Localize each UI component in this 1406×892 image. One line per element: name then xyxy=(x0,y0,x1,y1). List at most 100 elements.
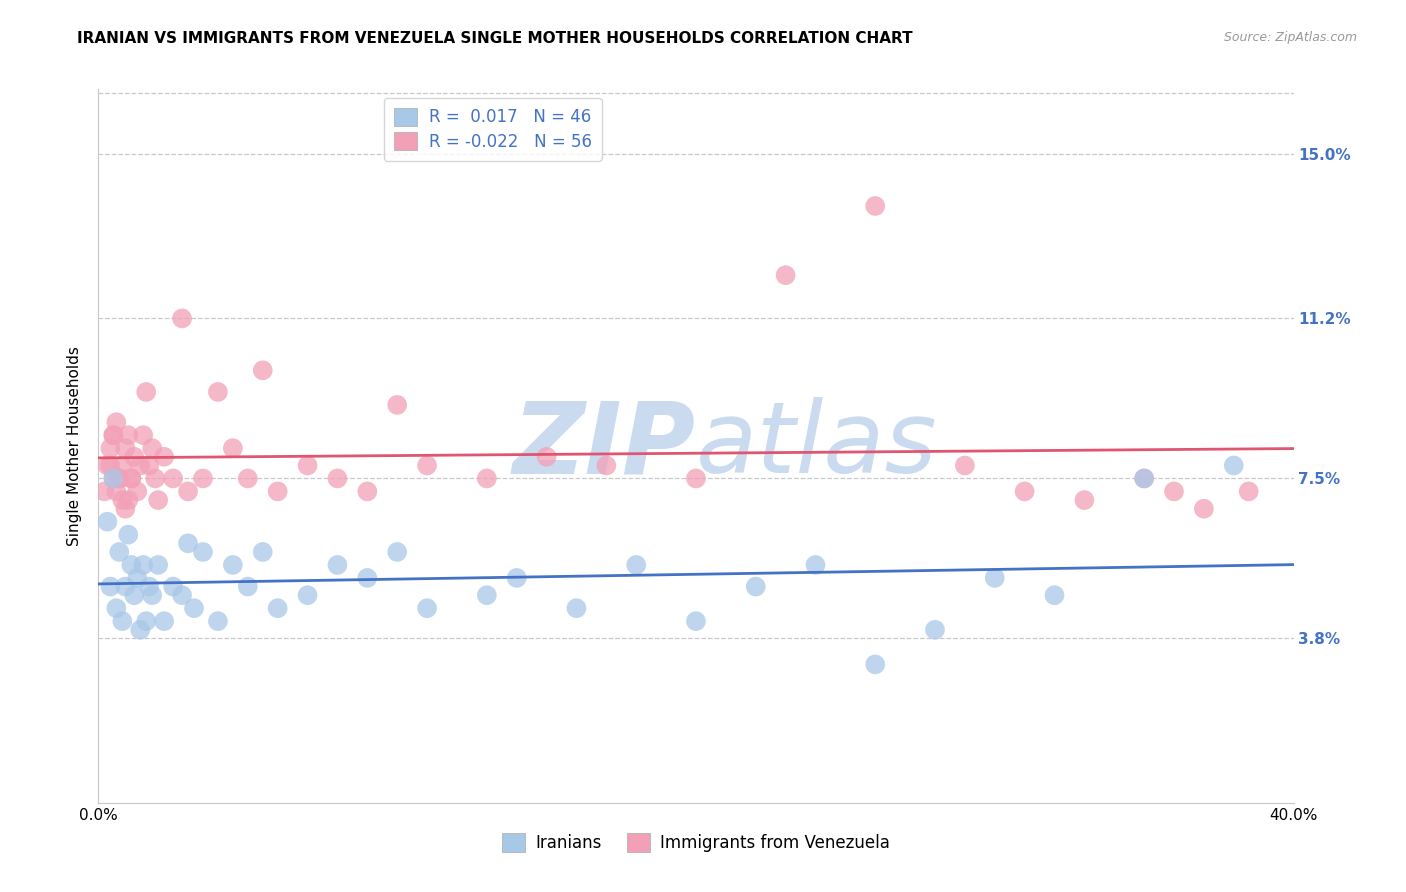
Point xyxy=(108,471,131,485)
Text: Source: ZipAtlas.com: Source: ZipAtlas.com xyxy=(1223,31,1357,45)
Point xyxy=(103,471,125,485)
Point xyxy=(96,515,118,529)
Point xyxy=(98,580,122,594)
Point xyxy=(865,657,887,672)
Point xyxy=(105,415,128,429)
Point xyxy=(416,601,439,615)
Point xyxy=(127,571,149,585)
Point xyxy=(953,458,976,473)
Point xyxy=(132,428,155,442)
Point xyxy=(127,484,149,499)
Point xyxy=(326,558,349,572)
Point xyxy=(103,428,125,442)
Point xyxy=(191,545,214,559)
Point xyxy=(536,450,558,464)
Point xyxy=(685,471,707,485)
Point xyxy=(114,580,136,594)
Point xyxy=(177,484,200,499)
Point xyxy=(124,450,146,464)
Point xyxy=(475,471,498,485)
Point xyxy=(120,471,142,485)
Point xyxy=(191,471,214,485)
Point xyxy=(124,588,146,602)
Point xyxy=(108,471,131,485)
Point xyxy=(148,493,170,508)
Text: ZIP: ZIP xyxy=(513,398,696,494)
Point xyxy=(117,493,139,508)
Point xyxy=(111,458,134,473)
Point xyxy=(138,458,160,473)
Point xyxy=(385,398,409,412)
Point xyxy=(98,441,122,455)
Point xyxy=(222,441,245,455)
Point xyxy=(183,601,205,615)
Point xyxy=(745,580,768,594)
Point xyxy=(129,458,152,473)
Y-axis label: Single Mother Households: Single Mother Households xyxy=(67,346,83,546)
Point xyxy=(148,558,170,572)
Point xyxy=(105,601,128,615)
Point xyxy=(267,601,290,615)
Point xyxy=(1237,484,1260,499)
Point xyxy=(141,441,163,455)
Point xyxy=(96,458,118,473)
Point xyxy=(153,450,176,464)
Point xyxy=(267,484,290,499)
Point xyxy=(1223,458,1246,473)
Point xyxy=(207,614,229,628)
Point xyxy=(685,614,707,628)
Point xyxy=(1192,501,1215,516)
Point xyxy=(129,623,152,637)
Point xyxy=(1133,471,1156,485)
Point xyxy=(117,527,139,541)
Point xyxy=(111,614,134,628)
Point xyxy=(297,588,319,602)
Point xyxy=(143,471,166,485)
Point xyxy=(1133,471,1156,485)
Legend: Iranians, Immigrants from Venezuela: Iranians, Immigrants from Venezuela xyxy=(495,827,897,859)
Point xyxy=(135,614,157,628)
Point xyxy=(626,558,648,572)
Point xyxy=(114,501,136,516)
Point xyxy=(416,458,439,473)
Point xyxy=(103,471,125,485)
Point xyxy=(98,458,122,473)
Point xyxy=(172,588,194,602)
Point xyxy=(141,588,163,602)
Point xyxy=(252,363,274,377)
Point xyxy=(132,558,155,572)
Point xyxy=(565,601,588,615)
Point xyxy=(236,580,259,594)
Point xyxy=(1073,493,1095,508)
Point xyxy=(1163,484,1185,499)
Point xyxy=(117,428,139,442)
Point xyxy=(506,571,529,585)
Point xyxy=(120,471,142,485)
Text: atlas: atlas xyxy=(696,398,938,494)
Point xyxy=(356,484,378,499)
Point xyxy=(153,614,176,628)
Point xyxy=(252,545,274,559)
Point xyxy=(120,558,142,572)
Point xyxy=(222,558,245,572)
Point xyxy=(326,471,349,485)
Point xyxy=(865,199,887,213)
Point xyxy=(356,571,378,585)
Point xyxy=(924,623,946,637)
Point xyxy=(297,458,319,473)
Point xyxy=(162,580,184,594)
Point xyxy=(804,558,827,572)
Point xyxy=(236,471,259,485)
Point xyxy=(108,545,131,559)
Point xyxy=(475,588,498,602)
Point xyxy=(385,545,409,559)
Point xyxy=(984,571,1007,585)
Point xyxy=(1014,484,1036,499)
Point xyxy=(138,580,160,594)
Point xyxy=(103,428,125,442)
Point xyxy=(111,493,134,508)
Point xyxy=(135,384,157,399)
Point xyxy=(207,384,229,399)
Point xyxy=(93,484,115,499)
Point xyxy=(177,536,200,550)
